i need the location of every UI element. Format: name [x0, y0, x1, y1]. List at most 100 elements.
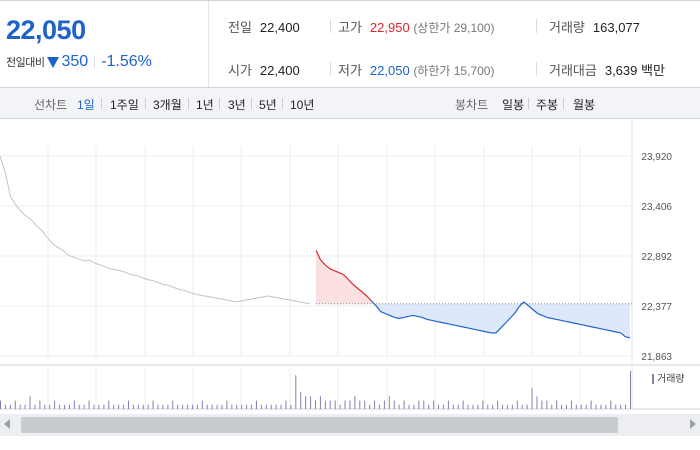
volume-bar	[383, 400, 385, 409]
tab-monthly-candle[interactable]: 월봉	[573, 98, 596, 112]
volume-bar	[492, 404, 494, 409]
series-segment	[602, 328, 608, 331]
volume-bar	[113, 404, 115, 409]
volume-bar	[334, 400, 336, 409]
stat-low: 저가 22,050 (하한가 15,700)	[338, 60, 494, 79]
tab-1-week[interactable]: 1주일	[110, 98, 139, 112]
volume-bar	[9, 404, 11, 409]
volume-bar	[275, 404, 277, 409]
tab-weekly-candle[interactable]: 주봉	[536, 98, 559, 112]
below-reference-area	[316, 250, 630, 338]
volume-bar	[369, 404, 371, 409]
series-segment	[555, 318, 561, 321]
volume-bars	[0, 371, 631, 409]
volume-bar	[477, 404, 479, 409]
line-chart-label: 선차트	[34, 98, 68, 112]
series-segment	[518, 301, 525, 308]
volume-bar	[580, 404, 582, 409]
volume-bar	[142, 404, 144, 409]
volume-bar	[551, 404, 553, 409]
series-segment	[421, 316, 428, 320]
series-segment	[454, 324, 460, 327]
tab-1-day[interactable]: 1일	[77, 98, 95, 112]
volume-bar	[68, 404, 70, 409]
series-segment	[408, 314, 414, 318]
series-segment	[412, 314, 418, 318]
series-segment	[532, 309, 539, 314]
series-segment	[551, 317, 557, 320]
series-segment	[583, 324, 589, 327]
volume-bar	[290, 404, 292, 409]
volume-bar	[511, 404, 513, 409]
volume-bar	[44, 404, 46, 409]
series-segment	[504, 317, 511, 324]
volume-bar	[34, 404, 36, 409]
series-segment	[486, 331, 492, 334]
series-segment	[315, 250, 322, 261]
volume-bar	[570, 400, 572, 409]
series-segment	[370, 300, 377, 307]
volume-legend-swatch	[652, 374, 654, 384]
volume-bar	[221, 404, 223, 409]
series-segment	[477, 329, 483, 332]
volume-bar	[447, 400, 449, 409]
volume-bar	[625, 404, 627, 409]
y-tick-label: 22,377	[641, 302, 672, 313]
series-segment	[440, 321, 446, 324]
volume-bar	[216, 404, 218, 409]
tab-3-months[interactable]: 3개월	[153, 98, 182, 112]
volume-bar	[260, 404, 262, 409]
series-segment	[546, 316, 552, 319]
volume-bar	[167, 404, 169, 409]
volume-bar	[482, 400, 484, 409]
volume-bar	[157, 404, 159, 409]
volume-bar	[521, 404, 523, 409]
volume-bar	[315, 400, 316, 409]
series-segment	[597, 327, 603, 330]
scroll-right-arrow-icon[interactable]	[690, 419, 696, 429]
volume-bar	[196, 404, 198, 409]
volume-bar	[595, 404, 597, 409]
volume-bar	[255, 400, 257, 409]
chart-scrollbar[interactable]	[0, 414, 700, 436]
scroll-thumb[interactable]	[21, 417, 618, 433]
volume-bar	[610, 400, 612, 409]
volume-bar	[83, 404, 85, 409]
series-segment	[495, 327, 502, 334]
series-segment	[449, 323, 455, 326]
series-segment	[352, 283, 358, 289]
tab-10-years[interactable]: 10년	[290, 98, 315, 112]
series-segment	[347, 279, 354, 285]
series-segment	[606, 329, 612, 332]
tab-1-year[interactable]: 1년	[196, 98, 214, 112]
volume-bar	[531, 387, 533, 409]
volume-bar	[467, 404, 469, 409]
volume-bar	[487, 404, 489, 409]
volume-bar	[413, 404, 415, 409]
volume-bar	[575, 404, 577, 409]
tab-daily-candle[interactable]: 일봉	[502, 98, 525, 112]
series-segment	[375, 305, 382, 312]
volume-bar	[241, 404, 243, 409]
volume-bar	[566, 404, 568, 409]
series-segment	[514, 306, 520, 314]
series-segment	[482, 330, 487, 333]
series-segment	[398, 316, 404, 319]
volume-bar	[103, 404, 105, 409]
scroll-left-arrow-icon[interactable]	[4, 419, 10, 429]
volume-bar	[63, 404, 65, 409]
series-segment	[385, 312, 391, 317]
volume-bar	[73, 400, 75, 409]
tab-3-years[interactable]: 3년	[228, 98, 246, 112]
tab-5-years[interactable]: 5년	[259, 98, 277, 112]
change-value: 350	[61, 53, 89, 70]
volume-bar	[162, 404, 164, 409]
divider	[94, 56, 96, 68]
series-segment	[565, 320, 571, 323]
divider	[528, 98, 529, 109]
volume-bar	[541, 400, 543, 409]
volume-bar	[403, 400, 405, 409]
volume-bar	[14, 400, 16, 409]
divider	[536, 62, 537, 76]
volume-bar	[388, 396, 390, 409]
